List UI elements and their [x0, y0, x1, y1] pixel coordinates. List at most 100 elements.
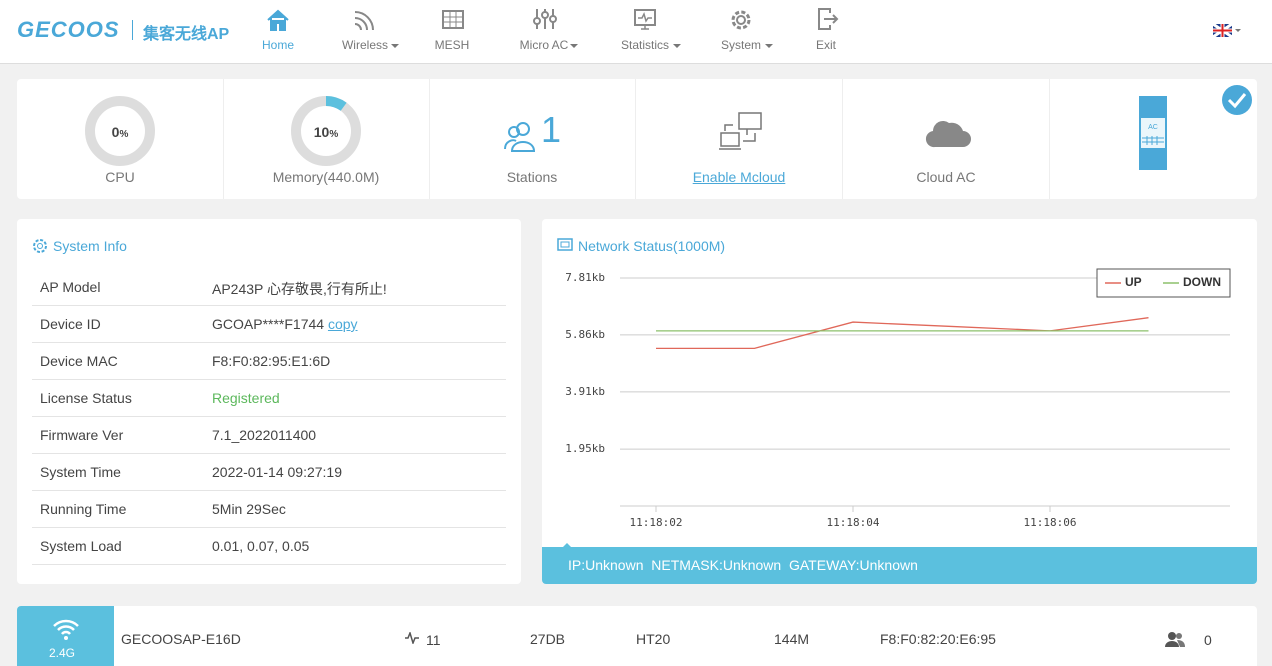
clients-icon	[1165, 632, 1185, 647]
nav-exit[interactable]: Exit	[786, 0, 866, 63]
icon	[731, 10, 751, 30]
network-panel: IP:Unknown NETMASK:Unknown GATEWAY:Unkno…	[542, 219, 1257, 584]
ssid: GECOOSAP-E16D	[121, 631, 241, 647]
gear-icon	[33, 239, 47, 253]
nav-microac[interactable]: Micro AC	[504, 0, 584, 63]
divider	[132, 20, 133, 40]
ip: IP:Unknown	[568, 557, 644, 573]
info-row: Running Time 5Min 29Sec	[32, 490, 506, 528]
netmask: NETMASK:Unknown	[651, 557, 782, 573]
clients: 0	[1204, 632, 1212, 648]
mode: HT20	[636, 631, 671, 647]
info-label: License Status	[40, 390, 132, 406]
language-flag[interactable]	[1213, 24, 1243, 38]
icon	[267, 9, 289, 31]
network-footer-text: IP:Unknown NETMASK:Unknown GATEWAY:Unkno…	[568, 557, 918, 573]
caret	[391, 44, 399, 52]
radio-panel: 2.4G GECOOSAP-E16D 11 27DB HT20 144M F8:…	[17, 606, 1257, 666]
y-tick-label: 1.95kb	[565, 442, 605, 455]
mcloud-link[interactable]: Enable Mcloud	[692, 169, 786, 185]
cpu-cell: 0% CPU	[17, 79, 224, 199]
nav-system[interactable]: System	[701, 0, 781, 63]
info-value: 2022-01-14 09:27:19	[212, 464, 342, 480]
info-label: Firmware Ver	[40, 427, 124, 443]
radio-badge	[17, 606, 114, 666]
check-icon	[1222, 85, 1252, 115]
y-tick-label: 5.86kb	[565, 328, 605, 341]
panel-title: Network Status(1000M)	[578, 238, 726, 254]
mcloud-cell: Enable Mcloud	[636, 79, 843, 199]
monitor-icon	[557, 238, 573, 251]
info-label: Running Time	[40, 501, 127, 517]
nav-mesh[interactable]: MESH	[412, 0, 492, 63]
cloudac-cell: Cloud AC	[843, 79, 1050, 199]
y-tick-label: 7.81kb	[565, 271, 605, 284]
info-value: GCOAP****F1744 copy	[212, 316, 358, 332]
x-tick-label: 11:18:04	[827, 516, 880, 529]
nav-home[interactable]: Home	[238, 0, 318, 63]
nav-statistics[interactable]: Statistics	[605, 0, 685, 63]
icon	[634, 9, 656, 30]
info-value: Registered	[212, 390, 280, 406]
nav-label: Home	[261, 38, 294, 52]
brand-sub: 集客无线AP	[143, 26, 230, 43]
nav-label: Wireless	[341, 38, 388, 52]
info-row: System Load 0.01, 0.07, 0.05	[32, 527, 506, 565]
info-value: 5Min 29Sec	[212, 501, 286, 517]
info-value: F8:F0:82:95:E1:6D	[212, 353, 331, 369]
legend-label: UP	[1125, 275, 1142, 289]
nav-label: System	[720, 38, 761, 52]
info-label: System Time	[40, 464, 121, 480]
power: 27DB	[530, 631, 566, 647]
caret	[570, 44, 578, 52]
series-line	[656, 317, 1149, 350]
gauge-track	[291, 96, 361, 166]
info-value: AP243P 心存敬畏,行有所止!	[212, 281, 387, 297]
wifi-icon	[53, 619, 79, 640]
nav-label: Exit	[815, 38, 836, 52]
icon	[719, 112, 762, 150]
stations-cell: 1 Stations	[429, 79, 636, 199]
icon	[818, 8, 839, 30]
ac-label: AC	[1148, 124, 1158, 131]
nav-wireless[interactable]: Wireless	[325, 0, 405, 63]
cpu-label: CPU	[105, 169, 135, 185]
memory-cell: 10% Memory(440.0M)	[223, 79, 430, 199]
caret	[765, 44, 773, 52]
pulse-icon	[405, 632, 419, 644]
info-row: License Status Registered	[32, 379, 506, 417]
legend-label: DOWN	[1183, 275, 1221, 289]
rate: 144M	[774, 631, 810, 647]
info-row: System Time 2022-01-14 09:27:19	[32, 453, 506, 491]
panel-title: System Info	[53, 238, 127, 254]
copy-link[interactable]: copy	[327, 316, 358, 332]
info-value: 7.1_2022011400	[212, 427, 317, 443]
ac-device: AC	[1139, 96, 1167, 170]
x-tick-label: 11:18:06	[1024, 516, 1077, 529]
info-label: AP Model	[40, 279, 101, 295]
memory-label: Memory(440.0M)	[272, 169, 380, 185]
cpu-value: 0	[111, 124, 120, 140]
brand: GECOOS	[17, 17, 120, 42]
band: 2.4G	[49, 646, 76, 660]
icon	[533, 9, 557, 29]
stations-label: Stations	[506, 169, 558, 185]
info-row: Firmware Ver 7.1_2022011400	[32, 416, 506, 454]
network-footer	[542, 547, 1257, 584]
info-label: Device MAC	[40, 353, 118, 369]
channel: 11	[426, 632, 441, 648]
system-info-panel	[17, 219, 521, 584]
mac: F8:F0:82:20:E6:95	[880, 631, 996, 647]
y-tick-label: 3.91kb	[565, 385, 605, 398]
gauge-arc	[291, 96, 361, 166]
nav-label: MESH	[434, 38, 470, 52]
gauge-track	[85, 96, 155, 166]
info-row: Device MAC F8:F0:82:95:E1:6D	[32, 342, 506, 380]
pointer	[560, 543, 574, 550]
info-label: Device ID	[40, 316, 101, 332]
stations-count: 1	[541, 109, 562, 150]
info-label: System Load	[40, 538, 122, 554]
info-row: Device ID GCOAP****F1744 copy	[32, 305, 506, 343]
